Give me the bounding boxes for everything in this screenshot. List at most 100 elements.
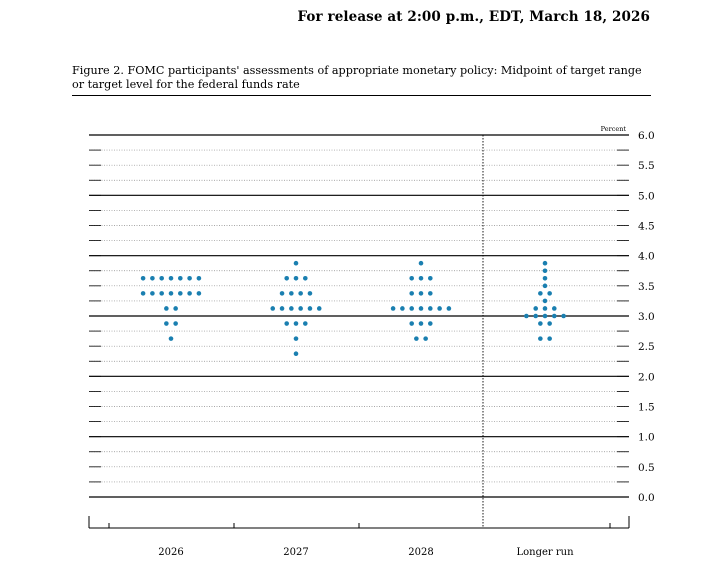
y-tick-label: 1.5: [638, 402, 655, 414]
participant-dot: [414, 336, 419, 341]
y-tick-label: 2.5: [638, 341, 655, 353]
participant-dot: [159, 291, 164, 296]
participant-dot: [164, 321, 169, 326]
x-category-label: 2027: [283, 547, 308, 558]
participant-dot: [552, 306, 557, 311]
y-tick-label: 6.0: [638, 130, 655, 142]
participant-dot: [428, 306, 433, 311]
y-tick-label: 2.0: [638, 371, 655, 383]
participant-dot: [533, 313, 538, 319]
x-category-label: 2028: [408, 547, 433, 558]
participant-dot: [409, 275, 415, 281]
participant-dot: [418, 321, 424, 326]
y-tick-label: 1.0: [638, 432, 655, 444]
participant-dot: [293, 336, 299, 341]
y-tick-label: 4.5: [638, 221, 655, 233]
participant-dot: [428, 275, 433, 281]
participant-dot: [178, 291, 183, 296]
axis-layer: 6.0 5.5 5.0 4.5 4.0 3.5 3.0 2.5 2.0 1.5 1.0 0.5 0.0 2…: [88, 130, 655, 558]
participant-dot: [547, 321, 552, 326]
participant-dot: [542, 260, 548, 266]
y-tick-label: 0.0: [638, 492, 655, 504]
participant-dot: [538, 291, 543, 296]
participant-dot: [409, 306, 415, 311]
participant-dot: [423, 336, 428, 341]
participant-dot: [316, 306, 322, 311]
y-tick-label: 5.0: [638, 190, 655, 202]
participant-dot: [159, 275, 164, 281]
participant-dot: [547, 336, 552, 341]
participant-dot: [547, 291, 552, 296]
participant-dot: [270, 306, 276, 311]
participant-dot: [409, 321, 415, 326]
participant-dot: [307, 291, 313, 296]
participant-dot: [307, 306, 313, 311]
participant-dot: [542, 313, 548, 319]
y-unit-label: Percent: [601, 125, 627, 133]
dots-layer: [140, 260, 566, 357]
participant-dot: [552, 313, 557, 319]
participant-dot: [178, 275, 183, 281]
participant-dot: [196, 291, 202, 296]
participant-dot: [400, 306, 405, 311]
participant-dot: [542, 275, 548, 281]
participant-dot: [173, 306, 178, 311]
participant-dot: [542, 268, 548, 274]
participant-dot: [298, 306, 303, 311]
participant-dot: [284, 321, 290, 326]
y-tick-label: 3.5: [638, 281, 655, 293]
participant-dot: [173, 321, 178, 326]
participant-dot: [390, 306, 396, 311]
participant-dot: [418, 291, 424, 296]
participant-dot: [561, 313, 566, 319]
release-timestamp: For release at 2:00 p.m., EDT, March 18,…: [297, 9, 650, 25]
participant-dot: [150, 291, 155, 296]
title-divider: [72, 95, 651, 96]
participant-dot: [524, 313, 529, 319]
participant-dot: [196, 275, 202, 281]
participant-dot: [298, 291, 303, 296]
participant-dot: [437, 306, 442, 311]
x-category-label: Longer run: [516, 547, 574, 558]
participant-dot: [168, 336, 174, 341]
participant-dot: [418, 306, 424, 311]
participant-dot: [284, 275, 290, 281]
y-tick-label: 5.5: [638, 160, 655, 172]
participant-dot: [293, 260, 299, 266]
participant-dot: [293, 321, 299, 326]
participant-dot: [164, 306, 169, 311]
participant-dot: [428, 321, 433, 326]
participant-dot: [187, 291, 192, 296]
participant-dot: [542, 306, 548, 311]
participant-dot: [168, 291, 174, 296]
participant-dot: [428, 291, 433, 296]
participant-dot: [187, 275, 192, 281]
participant-dot: [279, 306, 285, 311]
participant-dot: [293, 275, 299, 281]
participant-dot: [289, 291, 294, 296]
participant-dot: [538, 336, 543, 341]
y-tick-label: 3.0: [638, 311, 655, 323]
participant-dot: [533, 306, 538, 311]
y-tick-label: 0.5: [638, 462, 655, 474]
participant-dot: [140, 291, 146, 296]
participant-dot: [293, 351, 299, 357]
grid-layer: [89, 134, 629, 498]
x-category-label: 2026: [158, 547, 183, 558]
figure-title: Figure 2. FOMC participants' assessments…: [72, 64, 642, 91]
participant-dot: [303, 321, 308, 326]
participant-dot: [418, 260, 424, 266]
participant-dot: [446, 306, 452, 311]
participant-dot: [289, 306, 294, 311]
participant-dot: [150, 275, 155, 281]
participant-dot: [542, 298, 548, 304]
participant-dot: [409, 291, 415, 296]
participant-dot: [140, 275, 146, 281]
participant-dot: [538, 321, 543, 326]
participant-dot: [418, 275, 424, 281]
y-tick-label: 4.0: [638, 251, 655, 263]
participant-dot: [168, 275, 174, 281]
participant-dot: [303, 275, 308, 281]
participant-dot: [542, 283, 548, 289]
